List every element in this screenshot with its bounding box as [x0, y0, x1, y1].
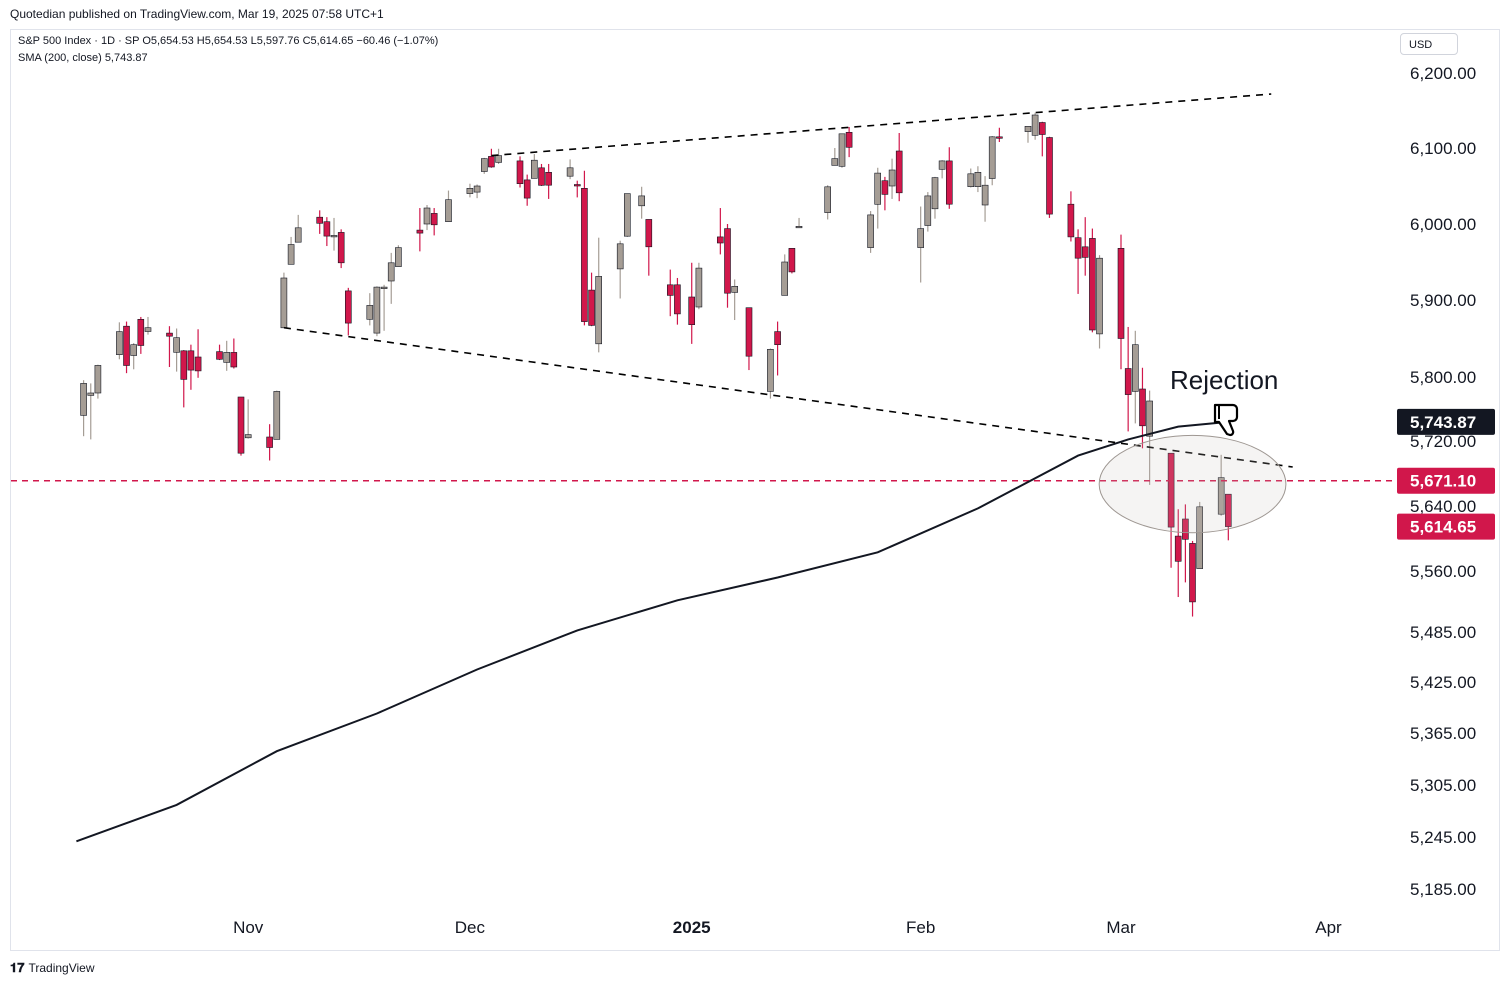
currency-button[interactable]: USD: [1400, 33, 1458, 55]
tradingview-logo-icon: 𝟏𝟕: [10, 960, 25, 975]
footer-brand[interactable]: 𝟏𝟕 TradingView: [10, 960, 95, 976]
footer-brand-label: TradingView: [28, 961, 95, 975]
chart-frame: [10, 29, 1500, 951]
symbol-legend[interactable]: S&P 500 Index · 1D · SP O5,654.53 H5,654…: [18, 35, 439, 47]
sma-legend[interactable]: SMA (200, close) 5,743.87: [18, 52, 148, 64]
publisher-credit: Quotedian published on TradingView.com, …: [10, 7, 384, 21]
